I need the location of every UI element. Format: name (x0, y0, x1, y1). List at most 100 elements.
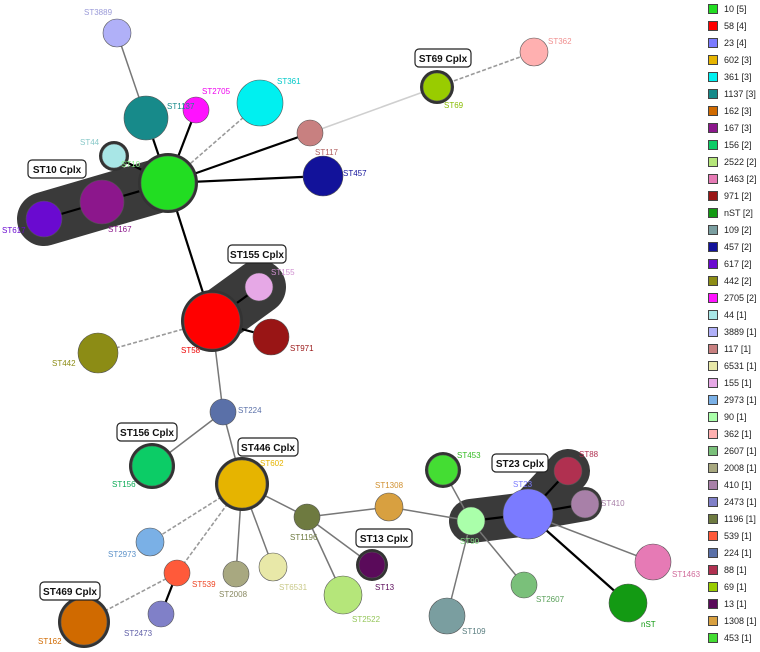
legend-swatch (708, 581, 718, 592)
node-ST1137[interactable] (123, 95, 169, 141)
legend-swatch (708, 156, 718, 167)
legend-label: 457 [2] (724, 241, 752, 252)
node-ST3889[interactable] (102, 18, 132, 48)
node-ST2607[interactable] (510, 571, 538, 599)
node-labels: ST10 ST3889 ST1137 ST2705 ST361 ST44 ST167 ST61… (2, 8, 701, 646)
node-ST453[interactable] (427, 454, 459, 486)
legend-item: 88 [1] (708, 563, 747, 576)
node-label-nST: nST (641, 620, 656, 629)
node-label-ST90: ST90 (460, 537, 480, 546)
node-ST2473[interactable] (147, 600, 175, 628)
legend-label: 361 [3] (724, 71, 752, 82)
node-label-ST361: ST361 (277, 77, 301, 86)
legend-item: 58 [4] (708, 19, 747, 32)
legend-label: 410 [1] (724, 479, 752, 490)
complex-labels: ST10 Cplx ST69 Cplx ST155 Cplx ST156 Cplx ST… (27, 48, 549, 601)
legend-label: 44 [1] (724, 309, 747, 320)
node-nST[interactable] (608, 583, 648, 623)
node-ST117[interactable] (296, 119, 324, 147)
legend-item: 602 [3] (708, 53, 752, 66)
node-ST539[interactable] (163, 559, 191, 587)
legend-item: 1463 [2] (708, 172, 757, 185)
legend-item: 2008 [1] (708, 461, 757, 474)
node-ST2522[interactable] (323, 575, 363, 615)
node-ST156[interactable] (131, 445, 173, 487)
node-ST442[interactable] (77, 332, 119, 374)
node-ST13[interactable] (358, 551, 386, 579)
node-ST2705[interactable] (182, 96, 210, 124)
legend-swatch (708, 224, 718, 235)
complex-label-st69-cplx: ST69 Cplx (414, 48, 472, 68)
node-ST10[interactable] (140, 155, 196, 211)
legend-item: 2522 [2] (708, 155, 757, 168)
legend-label: 539 [1] (724, 530, 752, 541)
legend-label: 2973 [1] (724, 394, 757, 405)
node-ST971[interactable] (252, 318, 290, 356)
node-ST617[interactable] (25, 200, 63, 238)
legend-swatch (708, 309, 718, 320)
node-ST88[interactable] (553, 456, 583, 486)
complex-label-st155-cplx: ST155 Cplx (227, 244, 287, 264)
legend-swatch (708, 258, 718, 269)
node-ST23[interactable] (502, 488, 554, 540)
node-ST6531[interactable] (258, 552, 288, 582)
legend-swatch (708, 207, 718, 218)
node-label-ST539: ST539 (192, 580, 216, 589)
legend-label: 2607 [1] (724, 445, 757, 456)
node-label-ST2705: ST2705 (202, 87, 231, 96)
legend-item: 2473 [1] (708, 495, 757, 508)
node-ST90[interactable] (456, 506, 486, 536)
node-ST58[interactable] (183, 292, 241, 350)
node-ST167[interactable] (79, 179, 125, 225)
node-ST2973[interactable] (135, 527, 165, 557)
legend-swatch (708, 462, 718, 473)
legend-swatch (708, 360, 718, 371)
node-ST1463[interactable] (634, 543, 672, 581)
node-label-ST10: ST10 (121, 160, 141, 169)
node-ST109[interactable] (428, 597, 466, 635)
complex-label-text: ST69 Cplx (419, 54, 468, 65)
legend-swatch (708, 377, 718, 388)
legend-swatch (708, 496, 718, 507)
legend-item: 44 [1] (708, 308, 747, 321)
legend-label: 2705 [2] (724, 292, 757, 303)
legend-item: 23 [4] (708, 36, 747, 49)
node-label-ST1196: ST1196 (290, 533, 318, 542)
node-ST1308[interactable] (374, 492, 404, 522)
node-ST155[interactable] (244, 272, 274, 302)
legend-swatch (708, 598, 718, 609)
node-label-ST602: ST602 (260, 459, 284, 468)
legend-item: 617 [2] (708, 257, 752, 270)
legend-swatch (708, 615, 718, 626)
node-ST410[interactable] (570, 489, 600, 519)
legend-label: 442 [2] (724, 275, 752, 286)
node-ST362[interactable] (519, 37, 549, 67)
node-label-ST453: ST453 (457, 451, 481, 460)
legend-item: 6531 [1] (708, 359, 757, 372)
legend-item: 410 [1] (708, 478, 752, 491)
node-label-ST442: ST442 (52, 359, 76, 368)
node-ST1196[interactable] (293, 503, 321, 531)
node-ST44[interactable] (101, 143, 127, 169)
node-ST361[interactable] (236, 79, 284, 127)
complex-label-text: ST13 Cplx (360, 534, 409, 545)
node-ST602[interactable] (217, 459, 267, 509)
legend-label: 2473 [1] (724, 496, 757, 507)
node-ST457[interactable] (302, 155, 344, 197)
legend-swatch (708, 292, 718, 303)
legend-swatch (708, 173, 718, 184)
legend-label: 971 [2] (724, 190, 752, 201)
node-ST2008[interactable] (222, 560, 250, 588)
node-label-ST2607: ST2607 (536, 595, 565, 604)
node-ST224[interactable] (209, 398, 237, 426)
node-ST162[interactable] (60, 598, 108, 646)
legend-swatch (708, 445, 718, 456)
node-ST69[interactable] (422, 72, 452, 102)
node-label-ST167: ST167 (108, 225, 132, 234)
node-label-ST2473: ST2473 (124, 629, 153, 638)
legend-item: 1308 [1] (708, 614, 757, 627)
complex-label-st10-cplx: ST10 Cplx (27, 159, 87, 179)
legend-label: 109 [2] (724, 224, 752, 235)
node-label-ST1137: ST1137 (167, 102, 195, 111)
